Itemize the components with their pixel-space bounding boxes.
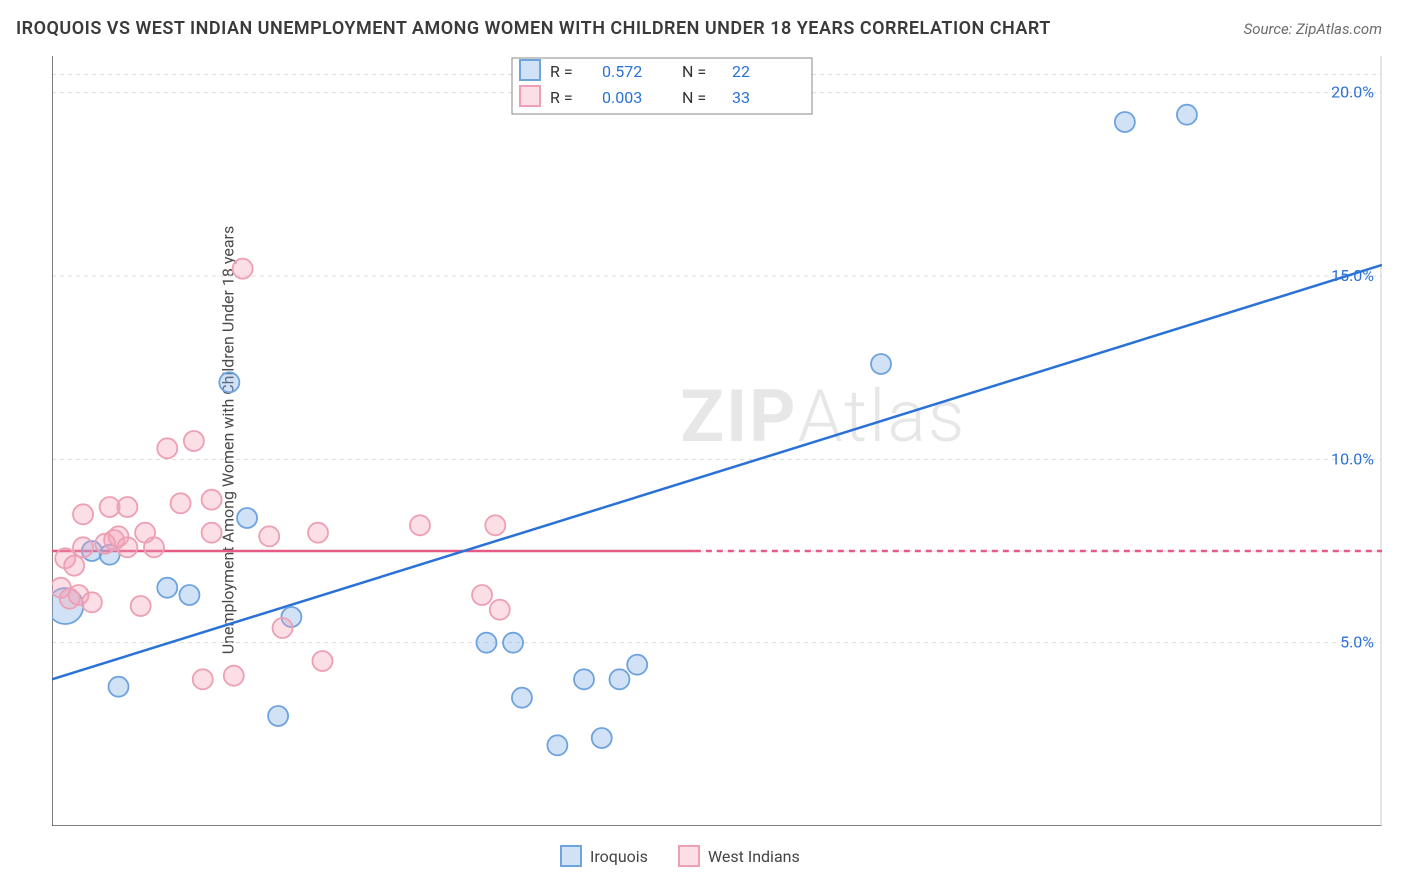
legend-bottom: Iroquois West Indians <box>560 845 800 867</box>
svg-text:R =: R = <box>550 62 573 81</box>
svg-text:33: 33 <box>732 88 750 107</box>
legend-swatch-icon <box>560 845 582 867</box>
svg-text:0.572: 0.572 <box>602 62 642 81</box>
source-attribution: Source: ZipAtlas.com <box>1244 20 1382 38</box>
svg-text:0.003: 0.003 <box>602 88 642 107</box>
scatter-plot: ZIPAtlas5.0%10.0%15.0%20.0%0.0%30.0%R =0… <box>52 56 1382 826</box>
svg-text:10.0%: 10.0% <box>1331 449 1374 468</box>
legend-swatch-icon <box>678 845 700 867</box>
chart-title: IROQUOIS VS WEST INDIAN UNEMPLOYMENT AMO… <box>16 18 1051 39</box>
svg-text:15.0%: 15.0% <box>1331 266 1374 285</box>
svg-text:5.0%: 5.0% <box>1340 633 1374 652</box>
svg-text:N =: N = <box>682 62 706 81</box>
svg-text:22: 22 <box>732 62 750 81</box>
svg-text:20.0%: 20.0% <box>1331 83 1374 102</box>
legend-label: Iroquois <box>590 847 648 866</box>
svg-text:R =: R = <box>550 88 573 107</box>
legend-item-iroquois: Iroquois <box>560 845 648 867</box>
legend-item-west_indians: West Indians <box>678 845 800 867</box>
svg-text:N =: N = <box>682 88 706 107</box>
svg-text:ZIPAtlas: ZIPAtlas <box>680 374 966 459</box>
legend-label: West Indians <box>708 847 800 866</box>
